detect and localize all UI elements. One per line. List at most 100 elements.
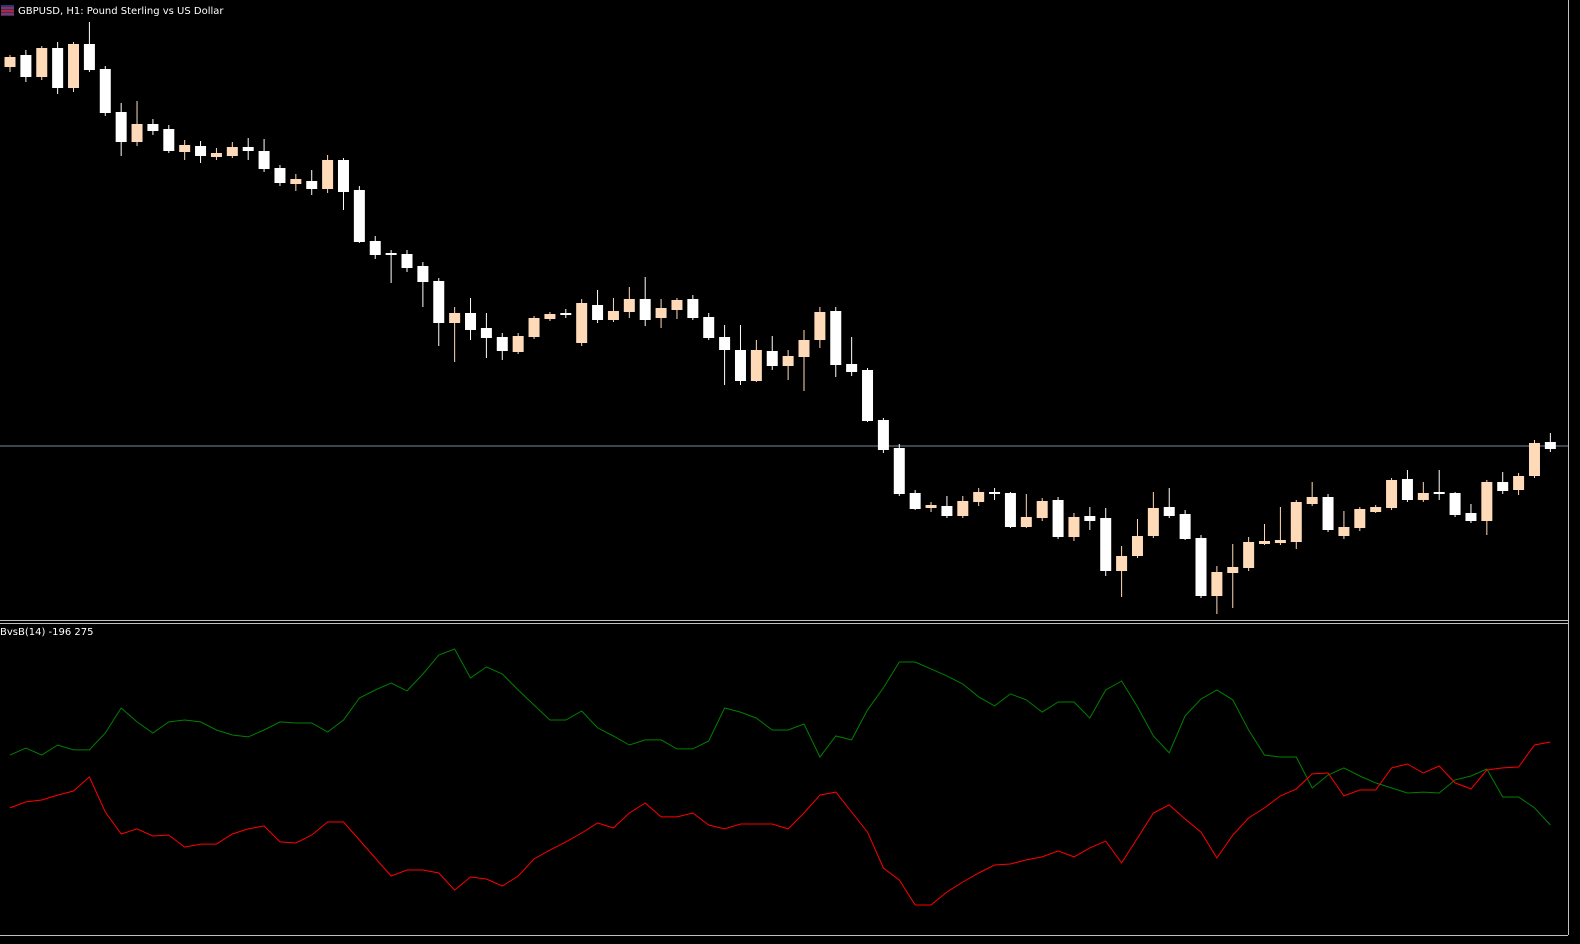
candle-body bbox=[862, 370, 874, 421]
candle-body bbox=[369, 241, 381, 255]
candle-body bbox=[417, 266, 429, 282]
candle-body bbox=[1004, 493, 1016, 527]
candle-body bbox=[4, 57, 16, 67]
candle-body bbox=[1528, 443, 1540, 476]
candle-body bbox=[1449, 493, 1461, 515]
indicator-line bbox=[9, 741, 1551, 906]
candle-body bbox=[1259, 541, 1271, 544]
candle-body bbox=[750, 350, 762, 381]
candle-body bbox=[1401, 479, 1413, 500]
candle-body bbox=[989, 492, 1001, 494]
flag-icon bbox=[1, 5, 14, 16]
candle-body bbox=[1211, 572, 1223, 596]
candle-body bbox=[274, 168, 286, 183]
candle-body bbox=[830, 311, 842, 365]
candle-body bbox=[1131, 536, 1143, 556]
candle-body bbox=[322, 160, 334, 189]
candle-body bbox=[1465, 513, 1477, 521]
candle-body bbox=[1274, 540, 1286, 543]
candle-body bbox=[385, 253, 397, 255]
candle-body bbox=[131, 124, 143, 142]
candle-body bbox=[703, 317, 715, 338]
candle-body bbox=[36, 48, 48, 77]
candle-body bbox=[671, 300, 683, 310]
candle-body bbox=[512, 336, 524, 352]
candle-body bbox=[68, 44, 80, 88]
candle-body bbox=[1195, 538, 1207, 596]
candle-body bbox=[719, 337, 731, 350]
candle-body bbox=[560, 313, 572, 315]
candle-body bbox=[1544, 442, 1556, 449]
candle-body bbox=[1147, 508, 1159, 536]
candle-body bbox=[1084, 516, 1096, 521]
candle-body bbox=[1243, 542, 1255, 568]
candle-body bbox=[115, 112, 127, 142]
candle-body bbox=[195, 146, 207, 156]
candle-body bbox=[909, 493, 921, 509]
candle-body bbox=[226, 147, 238, 156]
candle-body bbox=[1052, 500, 1064, 537]
candle-body bbox=[1290, 502, 1302, 542]
candle-body bbox=[576, 303, 588, 343]
candle-body bbox=[798, 340, 810, 357]
candle-body bbox=[1481, 482, 1493, 521]
candle-body bbox=[1322, 497, 1334, 530]
candle-body bbox=[306, 181, 318, 189]
candle-body bbox=[1100, 518, 1112, 571]
candle-body bbox=[1068, 517, 1080, 537]
candle-body bbox=[83, 44, 95, 70]
candle-body bbox=[528, 318, 540, 337]
candle-body bbox=[480, 328, 492, 338]
indicator-title: BvsB(14) -196 275 bbox=[0, 627, 94, 638]
candle-body bbox=[1163, 507, 1175, 516]
candle-body bbox=[163, 129, 175, 151]
candle-body bbox=[1433, 492, 1445, 494]
candle-body bbox=[242, 147, 254, 151]
candle-body bbox=[941, 506, 953, 516]
candle-body bbox=[1354, 509, 1366, 528]
candle-body bbox=[20, 55, 32, 77]
candle-body bbox=[401, 254, 413, 268]
candle-body bbox=[846, 364, 858, 372]
candle-body bbox=[353, 190, 365, 242]
candle-body bbox=[623, 299, 635, 312]
candle-body bbox=[973, 492, 985, 502]
candle-body bbox=[544, 314, 556, 319]
candle-body bbox=[607, 311, 619, 320]
candle-body bbox=[290, 179, 302, 184]
candle-body bbox=[1497, 482, 1509, 491]
candle-body bbox=[99, 69, 111, 113]
candle-body bbox=[1116, 556, 1128, 571]
candle-body bbox=[1306, 497, 1318, 504]
candle-body bbox=[1513, 476, 1525, 490]
candle-body bbox=[766, 351, 778, 366]
candle-body bbox=[1227, 567, 1239, 573]
candle-body bbox=[814, 312, 826, 340]
candle-body bbox=[877, 420, 889, 450]
indicator-line bbox=[9, 648, 1551, 826]
candle-body bbox=[687, 299, 699, 318]
candle-body bbox=[957, 501, 969, 516]
candle-body bbox=[1036, 501, 1048, 518]
candle-body bbox=[433, 281, 445, 323]
candle-body bbox=[496, 337, 508, 351]
candle-body bbox=[655, 308, 667, 318]
candle-body bbox=[1417, 493, 1429, 500]
candle-body bbox=[893, 448, 905, 494]
chart-title: GBPUSD, H1: Pound Sterling vs US Dollar bbox=[18, 6, 224, 17]
candle-body bbox=[1338, 527, 1350, 536]
candle-body bbox=[465, 313, 477, 330]
candle-body bbox=[210, 153, 222, 157]
candle-body bbox=[52, 48, 64, 88]
candle-body bbox=[1386, 480, 1398, 508]
candle-body bbox=[337, 160, 349, 192]
candle-body bbox=[258, 151, 270, 169]
candle-body bbox=[1020, 517, 1032, 527]
candle-body bbox=[147, 124, 159, 131]
candle-body bbox=[782, 356, 794, 366]
candle-body bbox=[1179, 514, 1191, 539]
candle-body bbox=[449, 313, 461, 323]
candle-body bbox=[734, 350, 746, 381]
